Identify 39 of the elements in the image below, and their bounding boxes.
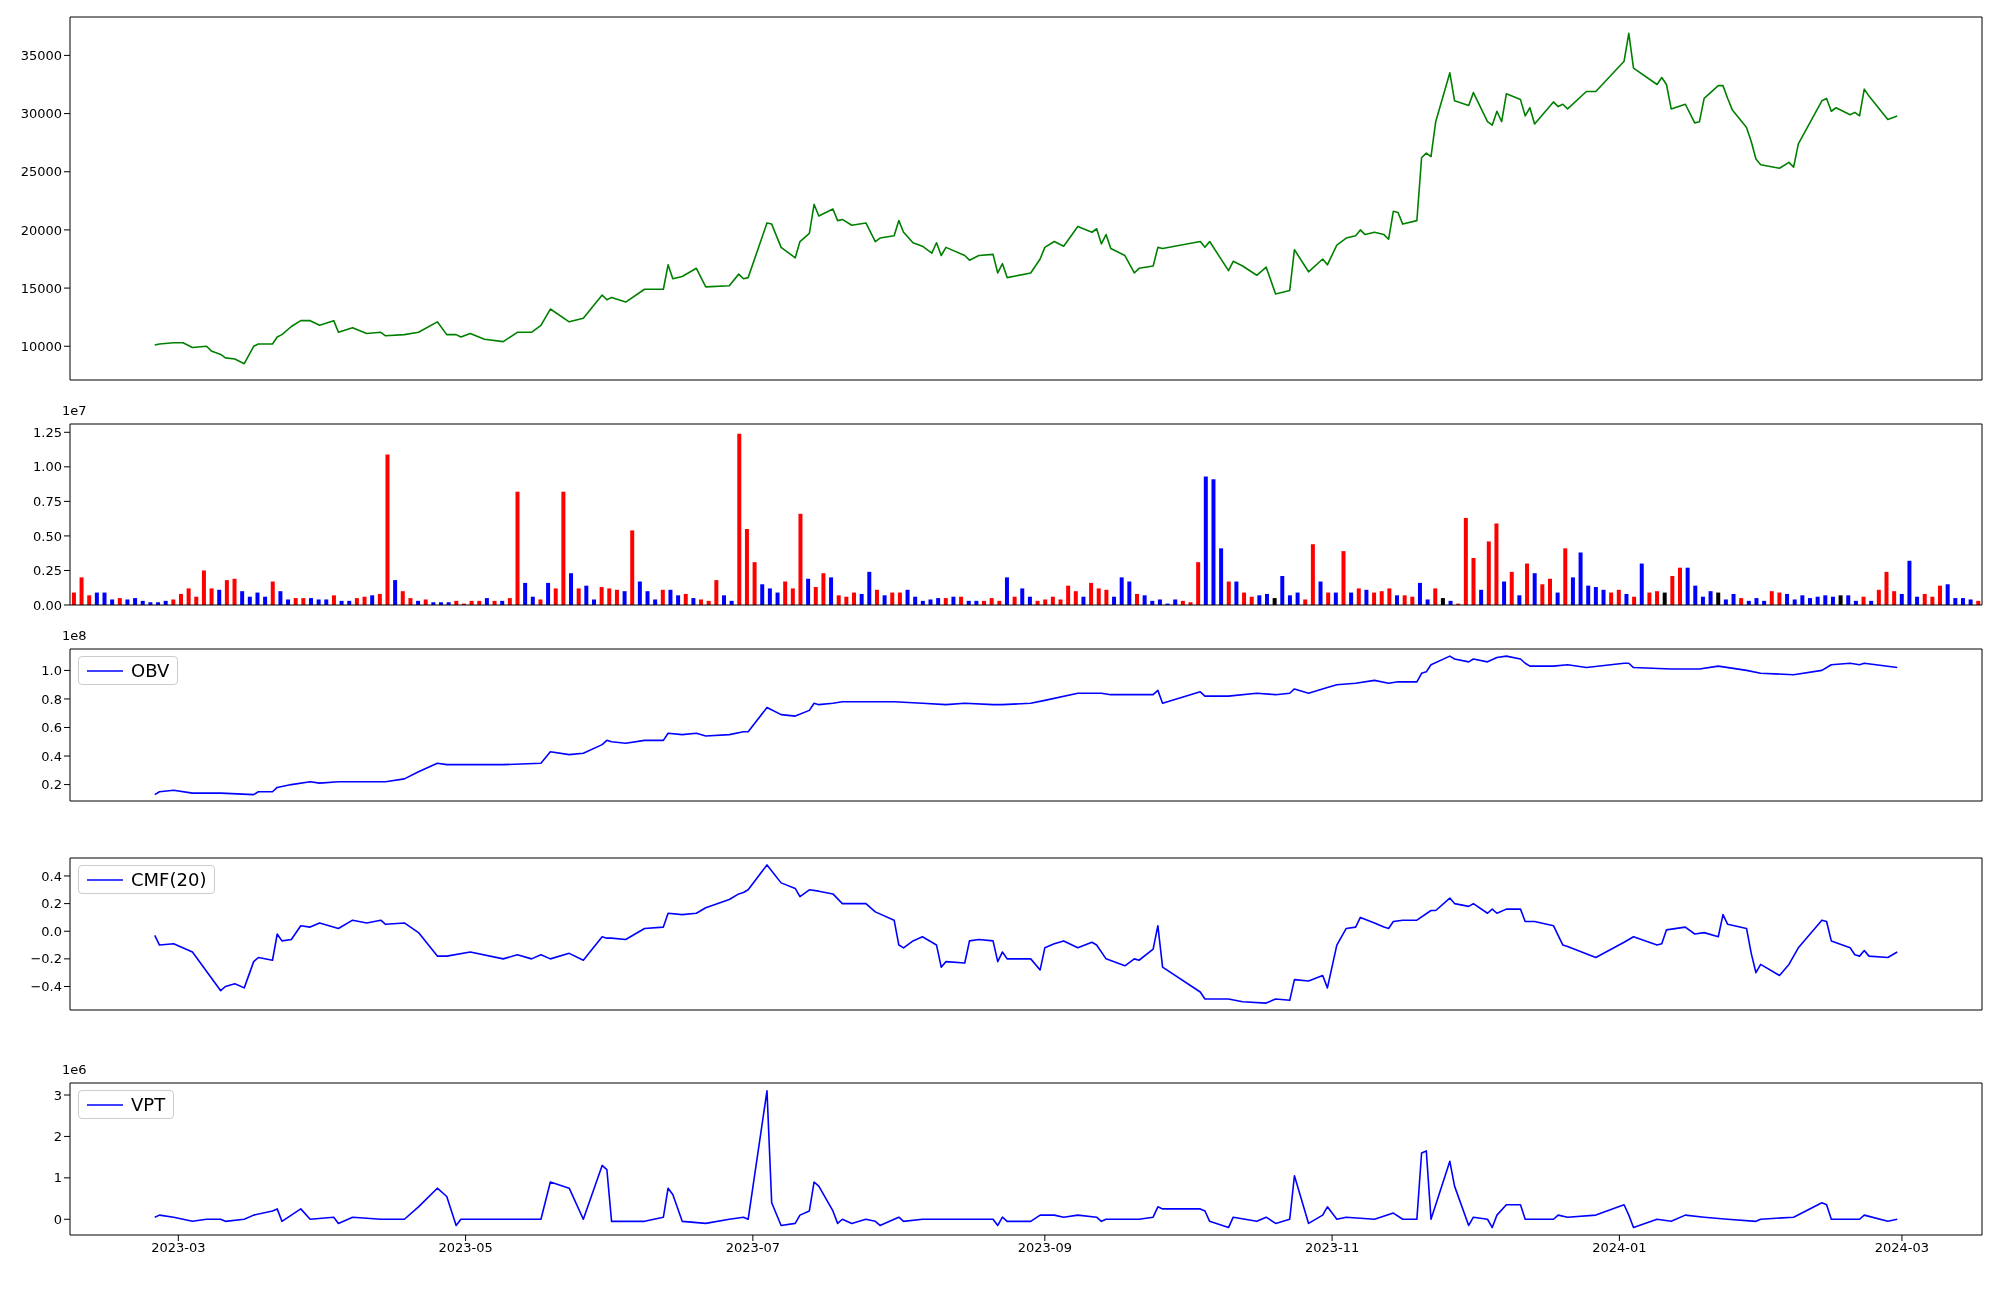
y-tick-label: 20000	[20, 222, 62, 238]
y-tick-label: 3	[53, 1087, 62, 1103]
y-tick-label: 30000	[20, 106, 62, 122]
x-tick-label: 2024-01	[1592, 1240, 1647, 1256]
x-tick-label: 2023-03	[151, 1240, 206, 1256]
y-tick-label: 0.6	[41, 720, 62, 736]
y-tick-label: 0.75	[33, 493, 62, 509]
y-tick-label: 0.2	[41, 896, 62, 912]
y-tick-label: −0.2	[30, 951, 62, 967]
y-tick-label: 1.0	[41, 663, 62, 679]
y-tick-label: 0.4	[41, 868, 62, 884]
y-tick-label: 2	[53, 1129, 62, 1145]
text: 1e6	[62, 1062, 87, 1077]
y-tick-label: 0	[53, 1211, 62, 1227]
y-tick-label: −0.4	[30, 979, 62, 995]
text: 1e8	[62, 628, 87, 643]
x-tick-label: 2024-03	[1874, 1240, 1930, 1256]
text: 1e7	[62, 403, 87, 418]
y-tick-label: 0.50	[33, 528, 62, 544]
y-tick-label: 1	[53, 1170, 62, 1186]
y-tick-label: 0.0	[41, 923, 62, 939]
y-tick-label: 0.4	[41, 748, 62, 764]
legend-label: OBV	[131, 660, 170, 681]
x-tick-label: 2023-09	[1017, 1240, 1072, 1256]
y-tick-label: 0.00	[33, 597, 62, 613]
y-tick-label: 0.8	[41, 691, 62, 707]
y-tick-label: 10000	[20, 338, 62, 354]
y-tick-label: 0.2	[41, 777, 62, 793]
x-tick-label: 2023-05	[438, 1240, 493, 1256]
y-tick-label: 25000	[20, 164, 62, 180]
y-tick-label: 15000	[20, 280, 62, 296]
y-tick-label: 0.25	[33, 563, 62, 579]
y-tick-label: 1.25	[33, 424, 62, 440]
legend-label: CMF(20)	[131, 869, 207, 890]
x-tick-label: 2023-07	[725, 1240, 781, 1256]
x-tick-label: 2023-11	[1304, 1240, 1360, 1256]
y-tick-label: 1.00	[33, 459, 62, 475]
y-tick-label: 35000	[20, 48, 62, 64]
legend-label: VPT	[131, 1094, 166, 1115]
